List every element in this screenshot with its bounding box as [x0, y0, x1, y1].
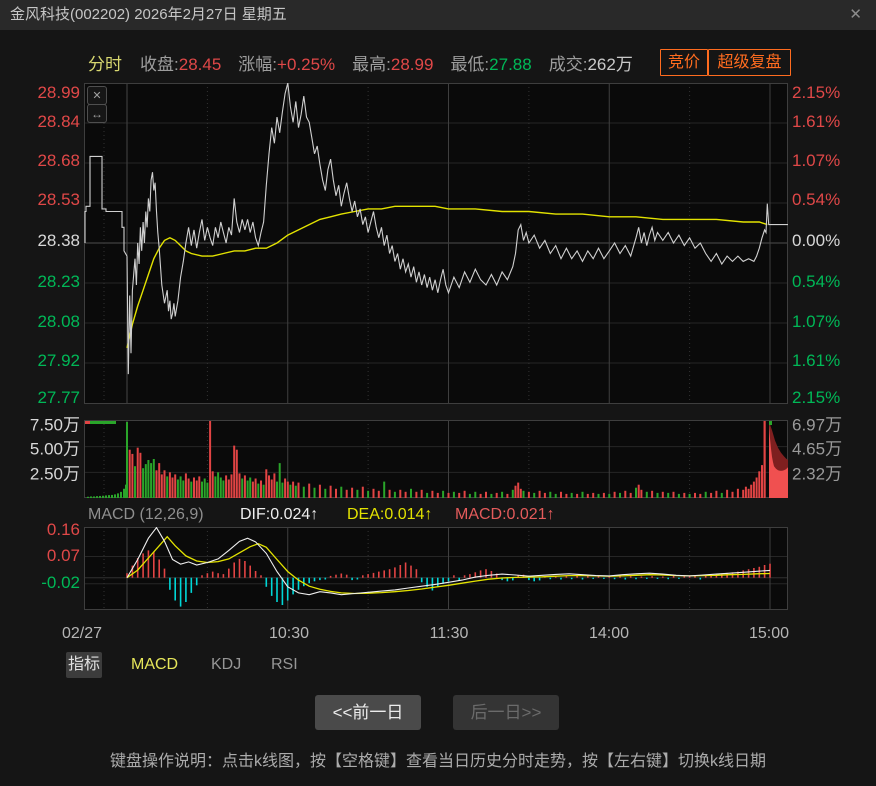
- mode-label: 分时: [88, 55, 122, 74]
- stat-item: 涨幅:+0.25%: [238, 55, 336, 74]
- axis-label: 6.97万: [792, 415, 843, 435]
- axis-label: 2.50万: [29, 464, 80, 484]
- price-chart-panel[interactable]: [84, 83, 788, 404]
- time-axis-label: 14:00: [588, 625, 630, 642]
- axis-label: 4.65万: [792, 439, 843, 459]
- axis-label: 28.53: [37, 190, 80, 209]
- stat-item: 最低:27.88: [450, 55, 532, 74]
- stats-row: 收盘:28.45 涨幅:+0.25% 最高:28.99 最低:27.88 成交:262万: [140, 50, 633, 75]
- axis-label: 27.77: [37, 388, 80, 407]
- super-replay-button[interactable]: 超级复盘: [708, 49, 791, 76]
- axis-label: 28.84: [37, 112, 80, 131]
- auction-button[interactable]: 竞价: [660, 49, 708, 76]
- keyboard-help-text: 键盘操作说明：点击k线图，按【空格键】查看当日历史分时走势，按【左右键】切换k线…: [109, 753, 766, 770]
- closing-auction-mass: [763, 421, 788, 498]
- axis-label: 1.07%: [792, 312, 841, 331]
- chart-close-icon[interactable]: ✕: [87, 86, 107, 105]
- axis-label: 2.15%: [792, 83, 841, 102]
- average-price-line: [126, 205, 768, 349]
- tab-rsi[interactable]: RSI: [271, 656, 298, 673]
- macd-params-label: MACD (12,26,9): [88, 506, 204, 523]
- axis-label: 0.00%: [792, 231, 841, 250]
- next-day-button[interactable]: 后一日>>: [453, 695, 559, 730]
- tab-macd[interactable]: MACD: [131, 656, 179, 673]
- prev-day-button[interactable]: <<前一日: [315, 695, 421, 730]
- volume-panel[interactable]: [84, 420, 788, 498]
- axis-label: 28.38: [37, 231, 80, 250]
- time-axis-label: 10:30: [268, 625, 310, 642]
- auction-price-line: [84, 155, 128, 257]
- close-icon[interactable]: ✕: [849, 6, 862, 23]
- axis-label: 28.99: [37, 83, 80, 102]
- title-bar: 金风科技(002202) 2026年2月27日 星期五 ✕: [0, 0, 876, 30]
- chart-resize-icon[interactable]: ↔: [87, 104, 107, 123]
- axis-label: 2.32万: [792, 464, 843, 484]
- auction-top-strip: [85, 421, 116, 424]
- volume-bars: [126, 421, 766, 498]
- time-axis-label: 11:30: [429, 625, 469, 642]
- time-axis-label: 02/27: [61, 625, 103, 642]
- stat-item: 成交:262万: [548, 55, 633, 74]
- stat-item: 收盘:28.45: [140, 55, 222, 74]
- axis-label: 28.68: [37, 151, 80, 170]
- dif-line: [126, 527, 771, 596]
- vertical-grid: [84, 420, 788, 498]
- axis-label: 1.61%: [792, 351, 841, 370]
- axis-label: 0.54%: [792, 272, 841, 291]
- stat-item: 最高:28.99: [352, 55, 434, 74]
- macd-header: MACD (12,26,9) DIF:0.024↑ DEA:0.014↑ MAC…: [84, 506, 788, 526]
- indicator-bar: 指标 MACD KDJ RSI: [0, 652, 876, 679]
- macd-grid: [84, 555, 788, 585]
- tab-kdj[interactable]: KDJ: [211, 656, 242, 673]
- macd-panel[interactable]: [84, 527, 788, 610]
- axis-label: 0.16: [46, 520, 80, 539]
- dea-line: [126, 535, 771, 595]
- axis-label: 0.54%: [792, 190, 841, 209]
- axis-label: 27.92: [37, 351, 80, 370]
- axis-label: 28.23: [37, 272, 80, 291]
- axis-label: 0.07: [46, 546, 80, 565]
- axis-label: 5.00万: [29, 439, 80, 459]
- info-bar: 分时 收盘:28.45 涨幅:+0.25% 最高:28.99 最低:27.88 成交:2…: [0, 45, 876, 77]
- macd-macd-value: MACD:0.021↑: [455, 506, 555, 523]
- macd-dea-value: DEA:0.014↑: [347, 506, 433, 523]
- axis-label: 2.15%: [792, 388, 841, 407]
- macd-histogram: [126, 550, 771, 607]
- vertical-grid: [84, 83, 788, 404]
- axis-label: 1.07%: [792, 151, 841, 170]
- auction-volume-bars: [87, 484, 127, 498]
- macd-dif-value: DIF:0.024↑: [240, 506, 319, 523]
- axis-label: 7.50万: [29, 415, 80, 435]
- macd-chart[interactable]: [84, 527, 788, 610]
- volume-grid: [84, 446, 788, 473]
- window-title: 金风科技(002202) 2026年2月27日 星期五: [10, 6, 287, 23]
- axis-label: 1.61%: [792, 112, 841, 131]
- axis-label: -0.02: [41, 573, 80, 592]
- axis-label: 28.08: [37, 312, 80, 331]
- indicator-label-button[interactable]: 指标: [66, 652, 102, 678]
- price-line: [126, 83, 770, 375]
- price-chart[interactable]: [84, 83, 788, 404]
- time-axis-label: 15:00: [748, 625, 790, 642]
- volume-chart[interactable]: [84, 420, 788, 498]
- vertical-grid: [84, 527, 788, 610]
